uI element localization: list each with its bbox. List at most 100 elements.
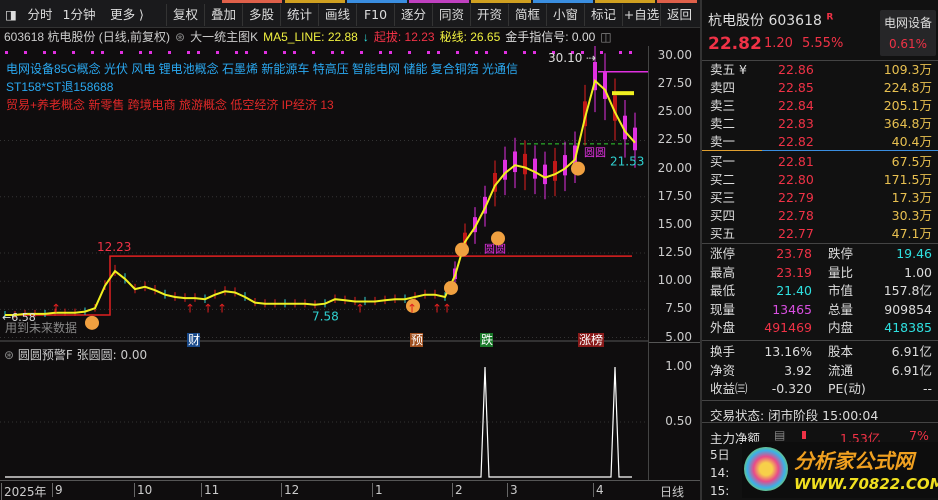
signal-dot (619, 51, 622, 54)
circle-label: 圆圆 (484, 243, 506, 256)
red-arrow-icon: ↑ (51, 302, 61, 316)
toolbar-button-13[interactable]: 返回 (660, 4, 698, 26)
level-price: 22.86 (778, 62, 814, 77)
toolbar-button-9[interactable]: 简框 (508, 4, 546, 26)
stat-label: 换手 (710, 344, 736, 359)
level-label: 卖二 (710, 116, 736, 131)
date-tick: 4 (593, 483, 604, 497)
level-price: 22.85 (778, 80, 814, 95)
signal-dot (629, 51, 632, 54)
list-icon[interactable]: ▤ (774, 428, 786, 442)
candle-body (543, 164, 547, 185)
period-label[interactable]: 日线 (660, 485, 685, 499)
last-label: 21.53 (610, 154, 644, 168)
stat-row: 收益㈢ -0.320 PE(动) -- (710, 380, 932, 398)
order-book-row[interactable]: 买五 22.77 47.1万 (710, 225, 932, 243)
tab-fenshi[interactable]: 分时 (27, 7, 53, 22)
order-book-row[interactable]: 卖二 22.83 364.8万 (710, 115, 932, 133)
lower-indicator-title: ⊛ 圆圆预警F 张圆圆: 0.00 (4, 346, 147, 363)
toolbar-button-11[interactable]: 标记 (584, 4, 622, 26)
signal-dot (283, 51, 286, 54)
candle-body (473, 217, 477, 233)
toolbar-button-5[interactable]: F10 (356, 4, 394, 26)
indicator-name[interactable]: 大一统主图K (190, 30, 259, 44)
order-book-row[interactable]: 卖一 22.82 40.4万 (710, 133, 932, 151)
more-button[interactable]: 更多 ⟩ (110, 7, 144, 22)
toolbar-button-3[interactable]: 统计 (280, 4, 318, 26)
stat-row: 最高 23.19 量比 1.00 (710, 264, 932, 282)
logo-text: 分析家公式网 (794, 449, 914, 473)
signal-dot (120, 51, 123, 54)
stat-value: 23.19 (776, 264, 812, 280)
sidebar-toggle-icon[interactable]: ◨ (5, 7, 17, 22)
stat-label: 收益㈢ (710, 381, 748, 396)
date-tick: 10 (134, 483, 152, 497)
date-tick: 3 (507, 483, 518, 497)
level-label: 卖五 ¥ (710, 62, 747, 77)
event-tag-bg (480, 333, 493, 347)
stat-value: 13.16% (764, 344, 812, 359)
level-price: 22.80 (778, 172, 814, 187)
concept-tags: 电网设备85G概念 光伏 风电 锂电池概念 石墨烯 新能源车 特高压 智能电网 … (6, 62, 519, 76)
stat-value: 491469 (764, 320, 812, 335)
order-book-row[interactable]: 卖五 ¥ 22.86 109.3万 (710, 61, 932, 79)
collapse-icon[interactable]: ⊛ (4, 348, 18, 362)
signal-dot (552, 51, 555, 54)
level-volume: 224.8万 (883, 80, 932, 95)
stat-value: 13465 (772, 301, 812, 317)
price-change-pct: 5.55% (802, 36, 844, 51)
level-volume: 17.3万 (891, 190, 932, 205)
price-tick: 17.50 (657, 188, 692, 203)
level-volume: 171.5万 (883, 172, 932, 187)
stat-value: 418385 (884, 320, 932, 335)
level-volume: 205.1万 (883, 98, 932, 113)
toolbar-button-0[interactable]: 复权 (166, 4, 204, 26)
date-tick: 1 (372, 483, 383, 497)
toolbar-button-10[interactable]: 小窗 (546, 4, 584, 26)
start-label: ←6.58 (2, 311, 36, 324)
tab-1min[interactable]: 1分钟 (62, 7, 96, 22)
stat-row: 换手 13.16% 股本 6.91亿 (710, 343, 932, 361)
order-book-row[interactable]: 买二 22.80 171.5万 (710, 171, 932, 189)
signal-dot (475, 51, 478, 54)
signal-dot (427, 51, 430, 54)
price-tick: 22.50 (657, 132, 692, 147)
order-book-row[interactable]: 买三 22.79 17.3万 (710, 189, 932, 207)
window-icon[interactable]: ◫ (600, 30, 612, 44)
watermark-logo: 分析家公式网 WWW.70822.COM (742, 442, 938, 498)
level-volume: 67.5万 (891, 154, 932, 169)
candle-body (503, 159, 507, 180)
price-tick: 27.50 (657, 76, 692, 91)
level-price: 22.83 (778, 116, 814, 131)
low-label: 7.58 (312, 309, 339, 323)
sector-box[interactable]: 电网设备 0.61% (880, 10, 936, 56)
order-book-row[interactable]: 卖四 22.85 224.8万 (710, 79, 932, 97)
order-book-row[interactable]: 买四 22.78 30.3万 (710, 207, 932, 225)
signal-dot (360, 51, 363, 54)
toolbar-button-6[interactable]: 逐分 (394, 4, 432, 26)
toolbar-button-1[interactable]: 叠加 (204, 4, 242, 26)
price-tick: 12.50 (657, 245, 692, 260)
toolbar-button-4[interactable]: 画线 (318, 4, 356, 26)
order-book-row[interactable]: 买一 22.81 67.5万 (710, 153, 932, 171)
level-price: 22.78 (778, 208, 814, 223)
candle-body (483, 196, 487, 214)
red-arrow-icon: ↑ (432, 302, 442, 316)
order-book-row[interactable]: 卖三 22.84 205.1万 (710, 97, 932, 115)
level-volume: 364.8万 (883, 116, 932, 131)
event-tag-bg (187, 333, 200, 347)
event-tag-bg (578, 333, 604, 347)
toolbar-button-12[interactable]: +自选 (622, 4, 660, 26)
toolbar-button-7[interactable]: 同资 (432, 4, 470, 26)
stock-name: 杭电股份 603618 R (708, 12, 834, 29)
stat-label: 总量 (828, 301, 854, 317)
toolbar-button-8[interactable]: 开资 (470, 4, 508, 26)
signal-dot (581, 51, 584, 54)
mixian-marker (612, 91, 634, 96)
stat-value: 3.92 (784, 362, 812, 378)
stat-label: 现量 (710, 301, 736, 317)
date-tick: 12 (281, 483, 299, 497)
toolbar-button-2[interactable]: 多股 (242, 4, 280, 26)
collapse-icon[interactable]: ⊛ (175, 30, 186, 44)
